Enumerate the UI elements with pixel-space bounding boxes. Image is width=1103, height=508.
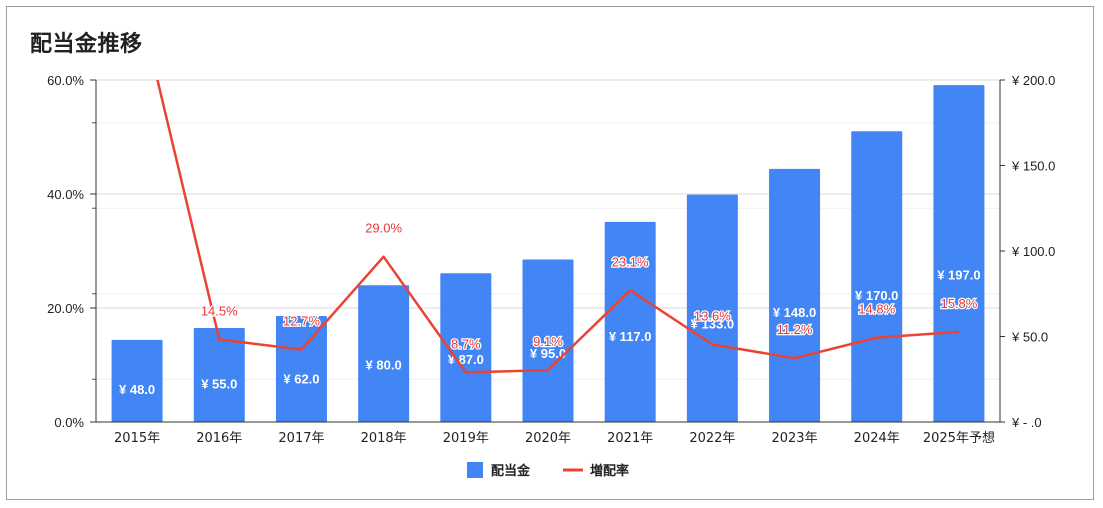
bar-value-label: ¥ 87.0 bbox=[448, 352, 484, 367]
bar bbox=[193, 327, 245, 422]
bar bbox=[522, 259, 574, 422]
bar-value-label: ¥ 148.0 bbox=[773, 305, 816, 320]
bar bbox=[358, 285, 410, 422]
legend-swatch-dividend bbox=[467, 462, 483, 478]
x-axis-tick-label: 2023年 bbox=[771, 431, 817, 446]
bar bbox=[933, 85, 985, 422]
x-axis-tick-label: 2016年 bbox=[196, 431, 242, 446]
right-axis-tick-label: ¥ 200.0 bbox=[1011, 73, 1055, 88]
bar-value-label: ¥ 170.0 bbox=[855, 288, 898, 303]
growth-rate-label: 12.7% bbox=[283, 314, 320, 329]
x-axis-tick-label: 2019年 bbox=[443, 431, 489, 446]
bar-value-label: ¥ 133.0 bbox=[691, 317, 734, 332]
growth-rate-label: 14.5% bbox=[201, 303, 238, 318]
x-axis-tick-label: 2021年 bbox=[607, 431, 653, 446]
bar bbox=[604, 221, 656, 422]
bar bbox=[275, 315, 327, 422]
growth-rate-label: 29.0% bbox=[365, 221, 402, 236]
bar bbox=[686, 194, 738, 422]
right-axis-tick-label: ¥ - .0 bbox=[1011, 415, 1042, 430]
growth-rate-label: 14.8% bbox=[858, 302, 895, 317]
x-axis-tick-label: 2015年 bbox=[114, 431, 160, 446]
x-axis-tick-label: 2025年予想 bbox=[923, 430, 995, 446]
left-axis-tick-label: 60.0% bbox=[47, 73, 84, 88]
growth-rate-label: 11.2% bbox=[777, 322, 813, 337]
bar bbox=[769, 168, 821, 422]
bar-value-label: ¥ 95.0 bbox=[530, 346, 566, 361]
left-axis-tick-label: 0.0% bbox=[54, 415, 84, 430]
x-axis-tick-label: 2020年 bbox=[525, 431, 571, 446]
left-axis-tick-label: 20.0% bbox=[47, 301, 84, 316]
bar-value-label: ¥ 62.0 bbox=[283, 371, 319, 386]
growth-rate-label: 23.1% bbox=[612, 254, 649, 269]
bar-value-label: ¥ 117.0 bbox=[609, 329, 652, 344]
bar bbox=[851, 131, 903, 423]
bar-value-label: ¥ 48.0 bbox=[119, 382, 155, 397]
bar-value-label: ¥ 80.0 bbox=[366, 357, 402, 372]
x-axis-tick-label: 2022年 bbox=[689, 431, 735, 446]
x-axis-tick-label: 2018年 bbox=[361, 431, 407, 446]
growth-rate-line bbox=[156, 80, 959, 374]
chart-title: 配当金推移 bbox=[30, 32, 143, 57]
growth-rate-label: 15.8% bbox=[940, 296, 977, 311]
legend-label-dividend: 配当金 bbox=[491, 463, 531, 479]
right-axis-tick-label: ¥ 100.0 bbox=[1011, 244, 1055, 259]
right-axis-tick-label: ¥ 50.0 bbox=[1011, 330, 1048, 345]
bar bbox=[111, 339, 163, 422]
bar-value-label: ¥ 55.0 bbox=[201, 377, 237, 392]
x-axis-tick-label: 2017年 bbox=[278, 431, 324, 446]
bar bbox=[440, 273, 492, 422]
legend-label-growth-rate: 増配率 bbox=[590, 463, 629, 479]
growth-rate-label: 8.7% bbox=[451, 336, 481, 351]
growth-rate-label: 9.1% bbox=[533, 334, 563, 349]
right-axis-tick-label: ¥ 150.0 bbox=[1011, 159, 1055, 174]
bar-value-label: ¥ 197.0 bbox=[937, 267, 980, 282]
left-axis-tick-label: 40.0% bbox=[47, 187, 84, 202]
x-axis-tick-label: 2024年 bbox=[854, 431, 900, 446]
growth-rate-label: 13.6% bbox=[694, 308, 731, 323]
